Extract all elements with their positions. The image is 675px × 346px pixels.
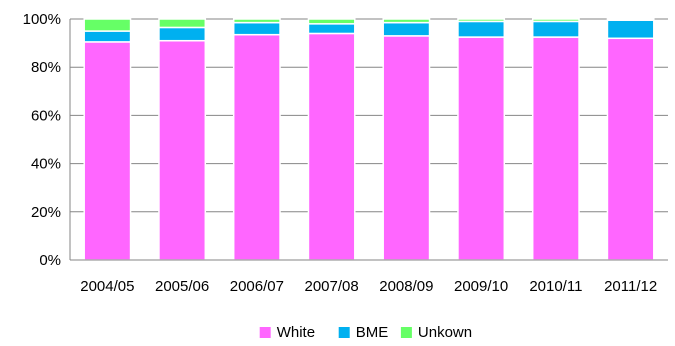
legend-swatch-white bbox=[259, 327, 271, 338]
legend: White BME Unkown bbox=[259, 324, 472, 341]
bar-white-2006-07 bbox=[232, 33, 281, 261]
bar-white-2007-08 bbox=[307, 32, 356, 261]
x-tick-label: 2011/12 bbox=[604, 278, 657, 295]
bar-unkown-2008-09 bbox=[382, 18, 431, 24]
y-tick-label: 100% bbox=[23, 11, 61, 28]
bar-unkown-2011-12 bbox=[606, 18, 655, 21]
x-tick-labels: 2004/05 2005/06 2006/07 2007/08 2008/09 2009/… bbox=[80, 278, 657, 295]
x-tick-label: 2007/08 bbox=[305, 278, 359, 295]
bar-bme-2007-08 bbox=[307, 23, 356, 35]
y-tick-labels: 0% 20% 40% 60% 80% 100% bbox=[23, 11, 61, 269]
x-tick-label: 2008/09 bbox=[379, 278, 433, 295]
bar-bme-2008-09 bbox=[382, 21, 431, 37]
x-tick-label: 2005/06 bbox=[155, 278, 209, 295]
bar-bme-2005-06 bbox=[158, 26, 207, 42]
bar-unkown-2004-05 bbox=[83, 18, 132, 32]
x-tick-label: 2006/07 bbox=[230, 278, 284, 295]
y-tick-label: 80% bbox=[31, 59, 61, 76]
y-tick-label: 40% bbox=[31, 156, 61, 173]
bar-unkown-2005-06 bbox=[158, 18, 207, 29]
y-tick-label: 20% bbox=[31, 204, 61, 221]
bar-bme-2006-07 bbox=[232, 21, 281, 36]
x-tick-label: 2010/11 bbox=[529, 278, 582, 295]
bar-unkown-2007-08 bbox=[307, 18, 356, 25]
bar-bme-2010-11 bbox=[531, 20, 580, 38]
x-tick-label: 2004/05 bbox=[80, 278, 134, 295]
legend-label-unkown: Unkown bbox=[418, 324, 472, 341]
bar-white-2008-09 bbox=[382, 35, 431, 261]
axes bbox=[69, 19, 668, 261]
bar-bme-2009-10 bbox=[457, 20, 506, 38]
bar-white-2004-05 bbox=[83, 41, 132, 261]
x-tick-label: 2009/10 bbox=[454, 278, 508, 295]
y-tick-label: 0% bbox=[39, 252, 61, 269]
bars bbox=[83, 18, 655, 261]
bar-unkown-2006-07 bbox=[232, 18, 281, 24]
legend-swatch-bme bbox=[338, 327, 350, 338]
bar-white-2005-06 bbox=[158, 39, 207, 261]
bar-white-2009-10 bbox=[457, 36, 506, 261]
bar-unkown-2010-11 bbox=[531, 18, 580, 23]
bar-bme-2011-12 bbox=[606, 19, 655, 40]
y-tick-label: 60% bbox=[31, 107, 61, 124]
bar-white-2010-11 bbox=[531, 36, 580, 261]
bar-white-2011-12 bbox=[606, 37, 655, 261]
bar-bme-2004-05 bbox=[83, 30, 132, 43]
legend-label-white: White bbox=[277, 324, 315, 341]
bar-unkown-2009-10 bbox=[457, 18, 506, 23]
legend-label-bme: BME bbox=[356, 324, 389, 341]
legend-swatch-unkown bbox=[400, 327, 412, 338]
